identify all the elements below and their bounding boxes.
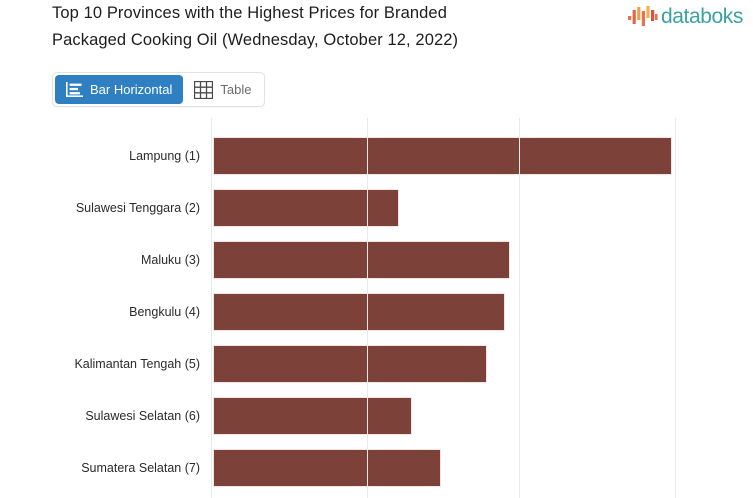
gridline bbox=[367, 118, 368, 498]
category-label: Maluku (3) bbox=[140, 253, 200, 267]
bar-row[interactable]: Bengkulu (4) bbox=[129, 286, 753, 338]
gridline bbox=[675, 118, 676, 498]
bar[interactable] bbox=[213, 241, 510, 279]
table-grid-icon bbox=[194, 80, 214, 99]
bar-row[interactable]: Sumatera Selatan (7) bbox=[81, 442, 753, 494]
databoks-logo: databoks bbox=[627, 2, 743, 32]
bar[interactable] bbox=[213, 137, 672, 175]
category-label: Lampung (1) bbox=[129, 149, 200, 163]
bar-chart: Lampung (1) Sulawesi Tenggara (2) Maluku (… bbox=[0, 118, 753, 498]
tab-table[interactable]: Table bbox=[183, 75, 263, 104]
bar[interactable] bbox=[213, 189, 399, 227]
tab-bar-horizontal-label: Bar Horizontal bbox=[90, 82, 173, 97]
category-label: Kalimantan Tengah (5) bbox=[74, 357, 200, 371]
bar[interactable] bbox=[213, 293, 505, 331]
page-header: Top 10 Provinces with the Highest Prices… bbox=[0, 0, 753, 62]
bar[interactable] bbox=[213, 397, 412, 435]
plot-area: Lampung (1) Sulawesi Tenggara (2) Maluku (… bbox=[74, 118, 753, 498]
category-label: Bengkulu (4) bbox=[129, 305, 200, 319]
page-title: Top 10 Provinces with the Highest Prices… bbox=[52, 0, 522, 54]
gridline bbox=[519, 118, 520, 498]
category-label: Sulawesi Tenggara (2) bbox=[75, 201, 200, 215]
bar-horizontal-icon bbox=[66, 82, 83, 97]
tab-bar-horizontal[interactable]: Bar Horizontal bbox=[55, 75, 184, 104]
bar-row[interactable]: Kalimantan Tengah (5) bbox=[74, 338, 753, 390]
page-title-line-1: Top 10 Provinces with the Highest Prices… bbox=[52, 4, 447, 22]
chart-view-tabs: Bar Horizontal Table bbox=[52, 72, 266, 107]
bar-row[interactable]: Sulawesi Tenggara (2) bbox=[76, 182, 753, 234]
bar[interactable] bbox=[213, 345, 487, 383]
bar-row[interactable]: Maluku (3) bbox=[141, 234, 753, 286]
bar-row[interactable]: Lampung (1) bbox=[129, 130, 753, 182]
gridline bbox=[211, 118, 212, 498]
bar-series: Lampung (1) Sulawesi Tenggara (2) Maluku (… bbox=[74, 118, 753, 498]
bar[interactable] bbox=[213, 449, 441, 487]
category-label: Sulawesi Selatan (6) bbox=[85, 409, 200, 423]
bar-row[interactable]: Sulawesi Selatan (6) bbox=[85, 390, 753, 442]
category-label: Sumatera Selatan (7) bbox=[81, 461, 200, 475]
tab-table-label: Table bbox=[220, 82, 252, 97]
bar-chart-mark-icon bbox=[627, 4, 658, 30]
logo-wordmark: databoks bbox=[660, 5, 743, 28]
page-title-line-2: Packaged Cooking Oil (Wednesday, October… bbox=[52, 31, 459, 49]
